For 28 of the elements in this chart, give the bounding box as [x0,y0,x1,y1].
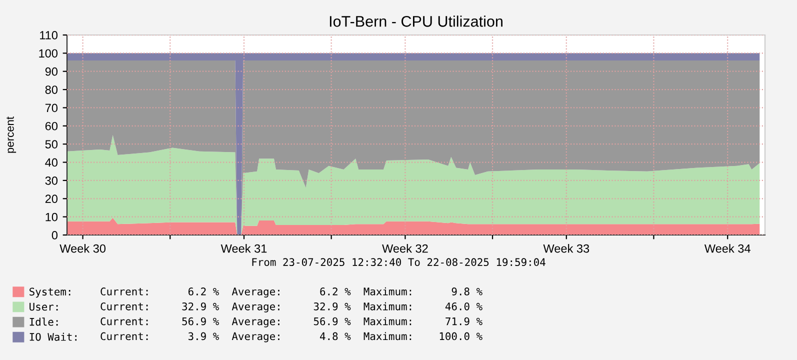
x-tick-label: Week 31 [220,244,267,253]
y-tick-label: 100 [39,49,58,58]
y-tick-label: 20 [45,194,58,204]
y-tick-label: 90 [45,67,58,76]
x-tick-label: Week 32 [382,244,428,253]
legend-label: IO Wait: [30,332,76,341]
y-tick-label: 80 [45,86,58,94]
y-tick-label: 110 [40,31,58,40]
y-axis-title: percent [6,116,16,153]
text: Current: 32.9 % Average: 32.9 % Maximum: 46.0 % [100,302,482,312]
y-tick-label: 60 [45,122,58,130]
y-tick-label: 30 [45,176,58,185]
text: Current: 56.9 % Average: 56.9 % Maximum: 71.9 % [100,317,482,328]
legend-label: System: [30,288,70,298]
text: From 23-07-2025 12:32:40 To 22-08-2025 19:59:04 [252,258,546,266]
y-tick-label: 40 [45,158,58,167]
y-tick-label: 50 [45,140,58,148]
x-tick-label: Week 33 [543,244,590,253]
y-tick-label: 0 [52,231,58,240]
y-tick-label: 70 [45,104,58,112]
chart-title: IoT-Bern - CPU Utilization [330,16,502,27]
x-tick-label: Week 30 [60,244,106,253]
text: Current: 3.9 % Average: 4.8 % Maximum: 100.0 % [100,332,482,342]
legend-label: Idle: [30,318,58,326]
x-tick-label: Week 34 [704,244,750,253]
legend-label: User: [30,302,58,311]
y-tick-label: 10 [46,212,58,222]
text: Current: 6.2 % Average: 6.2 % Maximum: 9.8 % [100,287,482,298]
